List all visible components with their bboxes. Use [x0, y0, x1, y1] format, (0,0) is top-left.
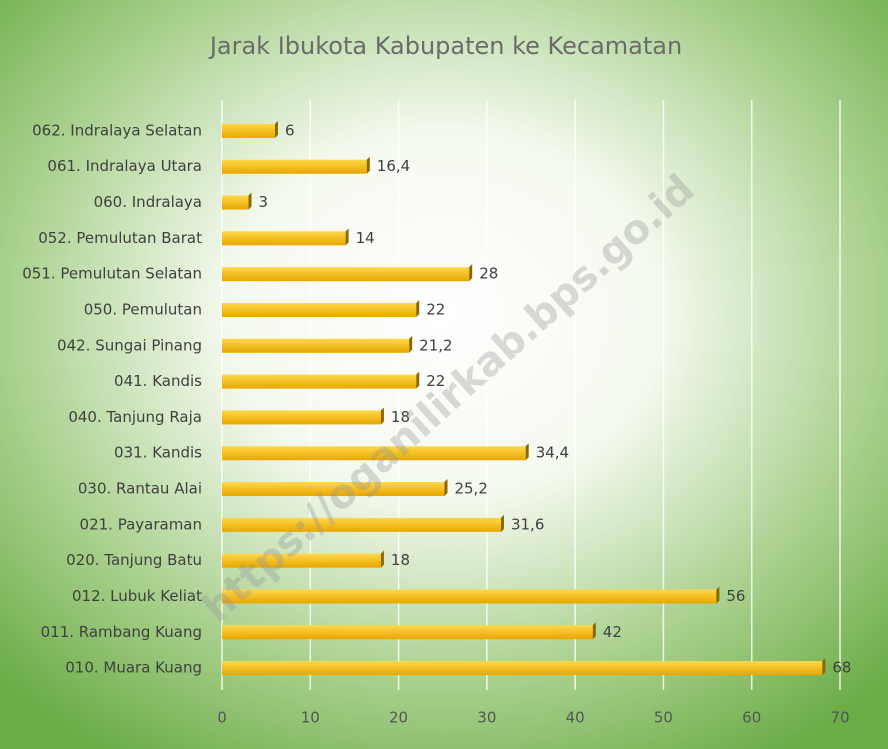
x-tick-label: 50	[654, 709, 673, 727]
bar-side	[274, 120, 278, 138]
y-tick-label: 020. Tanjung Batu	[66, 551, 202, 569]
y-tick-label: 052. Pemulutan Barat	[38, 229, 202, 247]
value-label: 28	[479, 265, 498, 283]
value-label: 22	[426, 300, 445, 318]
bar-side	[716, 586, 720, 604]
value-label: 25,2	[454, 480, 487, 498]
y-tick-label: 011. Rambang Kuang	[41, 623, 202, 641]
x-tick-label: 30	[477, 709, 496, 727]
value-label: 22	[426, 372, 445, 390]
y-tick-label: 010. Muara Kuang	[65, 659, 202, 677]
x-tick-label: 60	[742, 709, 761, 727]
bar	[222, 410, 381, 425]
bar-side	[416, 371, 420, 389]
bar-side	[409, 335, 413, 353]
value-label: 56	[726, 587, 745, 605]
y-tick-label: 031. Kandis	[114, 444, 202, 462]
y-tick-label: 060. Indralaya	[94, 193, 202, 211]
bar-side	[380, 550, 384, 568]
bar-side	[500, 514, 504, 532]
bar-side	[592, 622, 596, 640]
x-tick-label: 20	[389, 709, 408, 727]
bar	[222, 482, 445, 497]
bar	[222, 446, 526, 461]
value-label: 21,2	[419, 336, 452, 354]
y-tick-label: 030. Rantau Alai	[78, 480, 202, 498]
bar	[222, 661, 823, 676]
bar	[222, 517, 501, 532]
y-tick-label: 050. Pemulutan	[84, 300, 202, 318]
bar-side	[366, 156, 370, 174]
bar-side	[248, 192, 252, 210]
bar-side	[444, 479, 448, 497]
y-tick-label: 042. Sungai Pinang	[57, 336, 202, 354]
y-tick-label: 040. Tanjung Raja	[68, 408, 202, 426]
bar-side	[345, 228, 349, 246]
bar-side	[380, 407, 384, 425]
x-tick-label: 70	[830, 709, 849, 727]
y-tick-label: 021. Payaraman	[80, 515, 202, 533]
value-label: 42	[603, 623, 622, 641]
value-label: 34,4	[536, 444, 569, 462]
bar-side	[525, 443, 529, 461]
bar	[222, 159, 367, 174]
bar	[222, 302, 417, 317]
x-tick-label: 10	[301, 709, 320, 727]
chart-title: Jarak Ibukota Kabupaten ke Kecamatan	[208, 32, 682, 60]
bar	[222, 338, 410, 353]
bar-side	[416, 299, 420, 317]
bar	[222, 589, 717, 604]
y-tick-label: 012. Lubuk Keliat	[72, 587, 202, 605]
x-tick-label: 0	[217, 709, 227, 727]
value-label: 31,6	[511, 515, 544, 533]
bar	[222, 374, 417, 389]
value-label: 18	[391, 408, 410, 426]
y-tick-label: 041. Kandis	[114, 372, 202, 390]
x-tick-label: 40	[566, 709, 585, 727]
bar	[222, 267, 470, 282]
bar	[222, 625, 593, 640]
value-label: 6	[285, 121, 295, 139]
y-tick-label: 062. Indralaya Selatan	[32, 121, 202, 139]
bar	[222, 553, 381, 568]
value-label: 16,4	[377, 157, 410, 175]
value-label: 14	[356, 229, 375, 247]
bar-side	[822, 658, 826, 676]
value-label: 18	[391, 551, 410, 569]
value-label: 3	[258, 193, 268, 211]
y-tick-label: 061. Indralaya Utara	[47, 157, 202, 175]
bar-side	[469, 264, 473, 282]
bar	[222, 123, 275, 138]
value-label: 68	[832, 659, 851, 677]
y-tick-label: 051. Pemulutan Selatan	[22, 265, 202, 283]
bar	[222, 231, 346, 246]
bar	[222, 195, 249, 210]
